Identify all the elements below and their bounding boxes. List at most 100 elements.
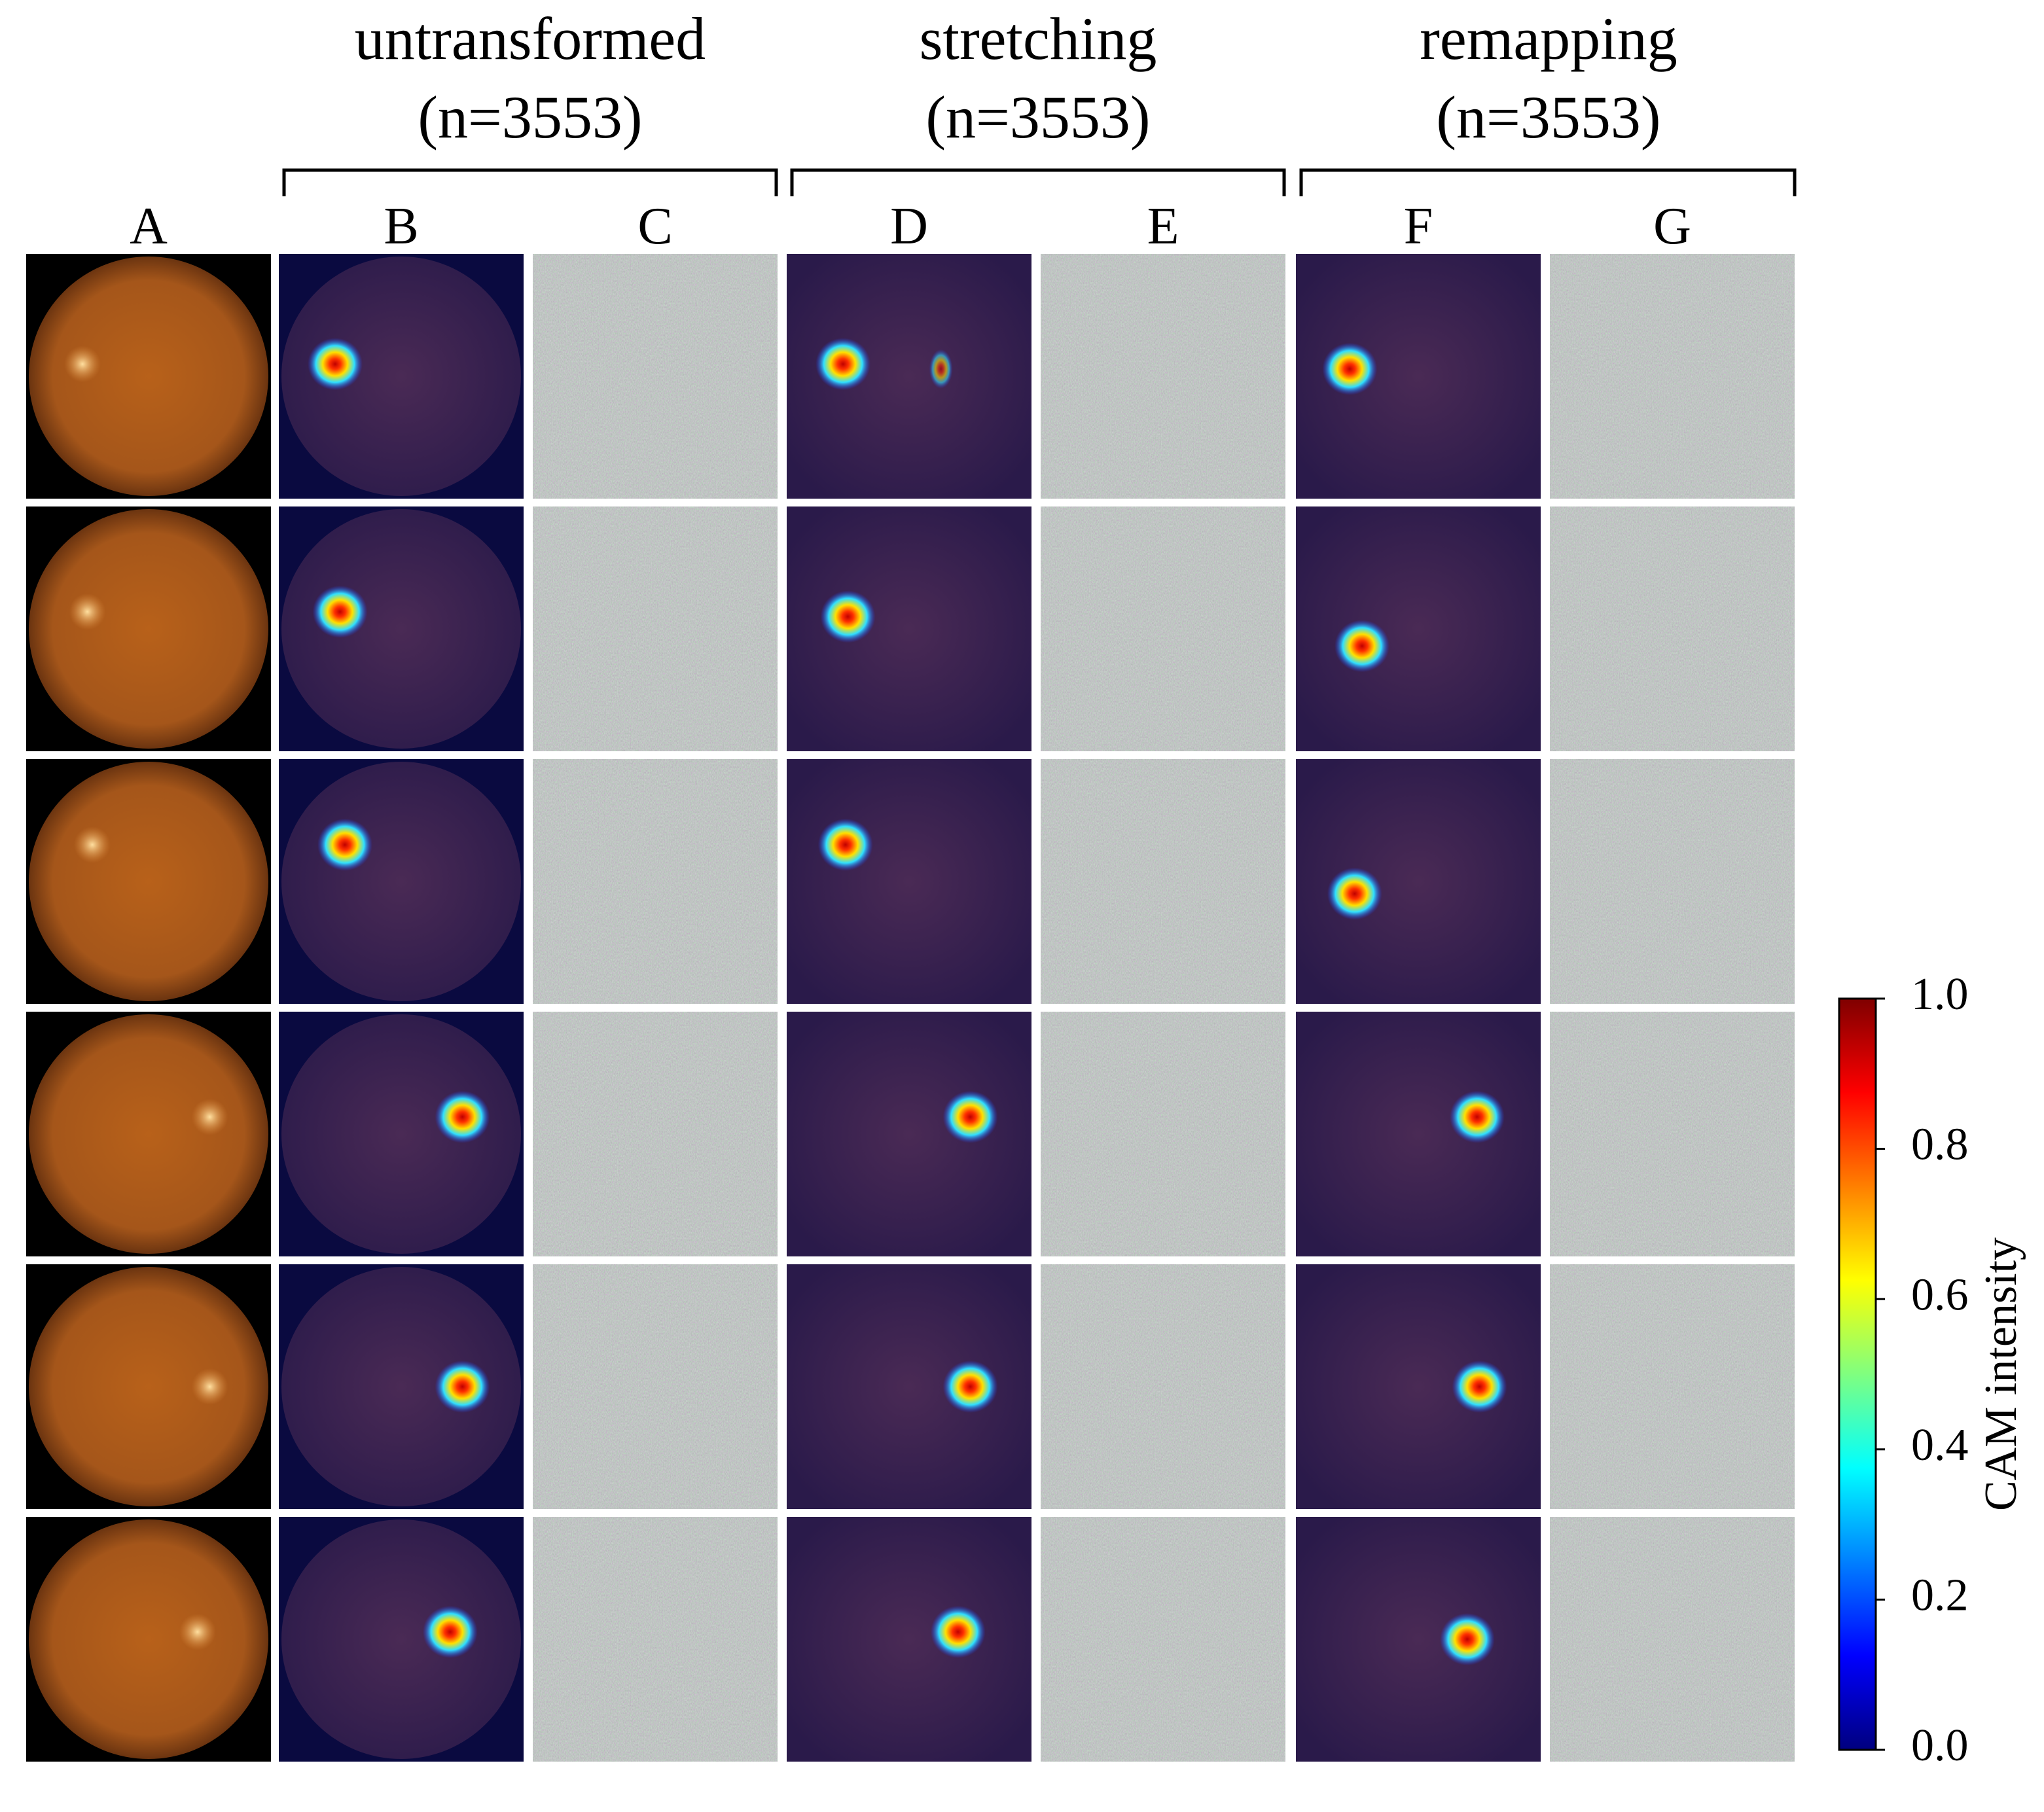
colorbar-tick-label: 0.2 bbox=[1911, 1570, 1969, 1620]
gradient-map bbox=[1041, 1264, 1285, 1509]
image-panel bbox=[1041, 759, 1285, 1004]
image-panel bbox=[26, 1517, 271, 1762]
image-panel bbox=[533, 1012, 778, 1256]
gradient-map bbox=[533, 1012, 778, 1256]
image-panel bbox=[26, 254, 271, 499]
bracket bbox=[282, 168, 778, 196]
image-panel bbox=[1296, 506, 1541, 751]
optic-disc bbox=[191, 1098, 228, 1135]
image-panel bbox=[787, 254, 1031, 499]
image-panel bbox=[279, 254, 524, 499]
gradient-map bbox=[1550, 1517, 1795, 1762]
image-panel bbox=[1296, 759, 1541, 1004]
gradient-map bbox=[1041, 759, 1285, 1004]
gradient-map bbox=[1550, 506, 1795, 751]
colorbar-tick-label: 0.0 bbox=[1911, 1720, 1969, 1771]
cam-hotspot bbox=[1327, 867, 1382, 920]
cam-overlay bbox=[787, 1517, 1031, 1762]
group-title: remapping bbox=[1420, 5, 1677, 72]
image-panel bbox=[787, 1264, 1031, 1509]
optic-disc bbox=[179, 1613, 216, 1650]
gradient-map bbox=[1550, 759, 1795, 1004]
image-panel bbox=[279, 1517, 524, 1762]
image-panel bbox=[533, 1517, 778, 1762]
cam-overlay bbox=[1296, 1517, 1541, 1762]
group-title: stretching bbox=[920, 5, 1157, 72]
cam-overlay bbox=[281, 509, 521, 749]
image-panel bbox=[787, 759, 1031, 1004]
image-panel bbox=[26, 1012, 271, 1256]
bracket bbox=[790, 168, 1286, 196]
image-panel bbox=[1296, 1012, 1541, 1256]
image-panel bbox=[1041, 254, 1285, 499]
gradient-map bbox=[1550, 1264, 1795, 1509]
colorbar-tick-label: 0.8 bbox=[1911, 1120, 1969, 1170]
optic-disc bbox=[69, 593, 106, 630]
cam-overlay bbox=[787, 759, 1031, 1004]
gradient-map bbox=[1550, 1012, 1795, 1256]
image-panel bbox=[787, 1012, 1031, 1256]
gradient-map bbox=[1550, 254, 1795, 499]
cam-hotspot bbox=[308, 338, 363, 391]
group-count: (n=3553) bbox=[925, 84, 1150, 151]
image-panel bbox=[1550, 506, 1795, 751]
fundus bbox=[29, 257, 268, 496]
image-panel bbox=[787, 506, 1031, 751]
cam-hotspot bbox=[1452, 1360, 1507, 1413]
cam-hotspot bbox=[1449, 1090, 1505, 1143]
image-panel bbox=[1296, 254, 1541, 499]
column-label: D bbox=[890, 198, 928, 255]
image-panel bbox=[1550, 1012, 1795, 1256]
image-panel bbox=[26, 506, 271, 751]
fundus bbox=[29, 509, 268, 749]
image-panel bbox=[1041, 1517, 1285, 1762]
gradient-map bbox=[1041, 1012, 1285, 1256]
cam-overlay bbox=[787, 506, 1031, 751]
cam-hotspot bbox=[942, 1360, 998, 1413]
image-panel bbox=[279, 506, 524, 751]
cam-overlay bbox=[281, 762, 521, 1001]
gradient-map bbox=[1041, 1517, 1285, 1762]
optic-disc bbox=[191, 1368, 228, 1405]
image-panel bbox=[1041, 1012, 1285, 1256]
cam-hotspot bbox=[422, 1605, 478, 1658]
image-panel bbox=[279, 1264, 524, 1509]
cam-overlay bbox=[281, 1519, 521, 1759]
image-panel bbox=[26, 1264, 271, 1509]
cam-overlay bbox=[1296, 1012, 1541, 1256]
column-label: E bbox=[1147, 198, 1179, 255]
image-panel bbox=[1041, 506, 1285, 751]
column-label: C bbox=[637, 198, 672, 255]
column-label: F bbox=[1404, 198, 1433, 255]
cam-hotspot bbox=[817, 818, 873, 871]
cam-overlay bbox=[281, 257, 521, 496]
image-panel bbox=[533, 506, 778, 751]
bracket bbox=[1299, 168, 1797, 196]
cam-overlay bbox=[281, 1014, 521, 1254]
cam-overlay bbox=[281, 1267, 521, 1506]
fundus bbox=[29, 762, 268, 1001]
cam-overlay bbox=[787, 1012, 1031, 1256]
fundus bbox=[29, 1267, 268, 1506]
image-panel bbox=[26, 759, 271, 1004]
brackets bbox=[282, 168, 1797, 196]
gradient-map bbox=[533, 254, 778, 499]
column-label: A bbox=[130, 198, 168, 255]
group-count: (n=3553) bbox=[1436, 84, 1660, 151]
cam-hotspot bbox=[820, 590, 876, 643]
cam-hotspot bbox=[1439, 1613, 1495, 1665]
cam-hotspot bbox=[1334, 620, 1390, 673]
gradient-map bbox=[1041, 254, 1285, 499]
group-count: (n=3553) bbox=[418, 84, 642, 151]
image-panel bbox=[1296, 1517, 1541, 1762]
colorbar bbox=[1838, 997, 1877, 1751]
colorbar-label: CAM intensity bbox=[1976, 1237, 2026, 1511]
cam-hotspot bbox=[816, 338, 871, 391]
column-label: G bbox=[1653, 198, 1691, 255]
fundus bbox=[29, 1014, 268, 1254]
column-label: B bbox=[384, 198, 418, 255]
image-panel bbox=[279, 759, 524, 1004]
gradient-map bbox=[533, 506, 778, 751]
fundus bbox=[29, 1519, 268, 1759]
